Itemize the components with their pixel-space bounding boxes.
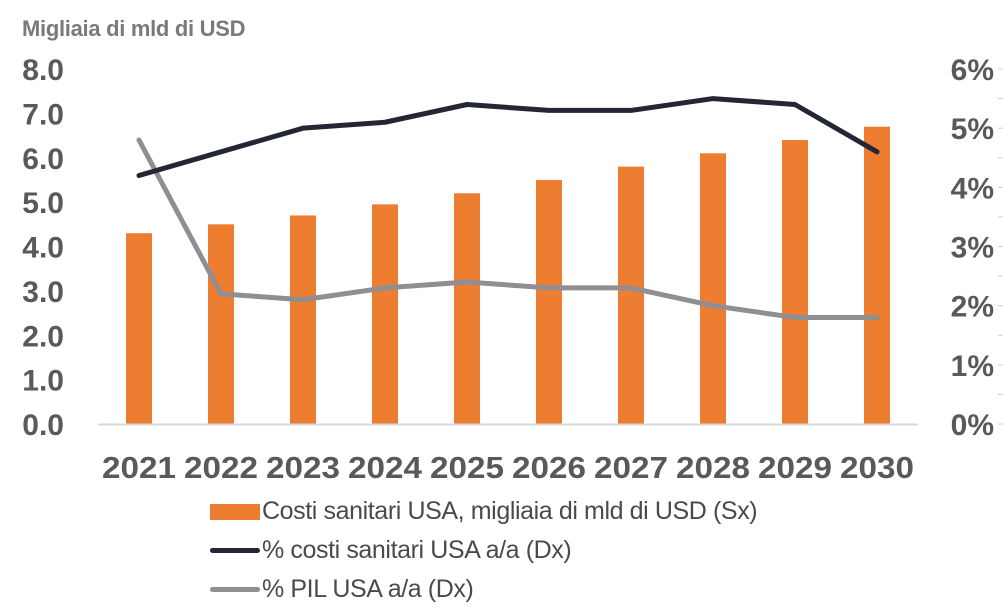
legend-item-health-costs: Costi sanitari USA, migliaia di mld di U… — [210, 492, 758, 531]
x-axis-tick-label: 2021 — [102, 450, 176, 485]
bar-health-costs-2021 — [126, 233, 152, 424]
x-axis-tick-label: 2028 — [676, 450, 750, 485]
bar-health-costs-2027 — [618, 166, 644, 424]
left-axis-tick-label: 3.0 — [22, 276, 64, 309]
x-axis-tick-label: 2027 — [594, 450, 668, 485]
legend-swatch-bar — [210, 503, 260, 520]
legend-item-health-cost-growth: % costi sanitari USA a/a (Dx) — [210, 531, 757, 570]
bar-health-costs-2022 — [208, 224, 234, 424]
right-axis-tick-label: 0% — [951, 409, 994, 442]
right-axis-tick-label: 1% — [951, 350, 994, 383]
line-gdp-growth — [136, 137, 880, 320]
legend-swatch-line — [210, 587, 260, 592]
left-axis-tick-label: 4.0 — [22, 232, 64, 265]
left-axis-tick-label: 0.0 — [22, 409, 64, 442]
left-axis-tick-label: 5.0 — [22, 187, 64, 220]
x-axis-tick-label: 2022 — [184, 450, 258, 485]
left-axis-tick-label: 7.0 — [22, 98, 64, 131]
legend-swatch-line — [210, 548, 260, 553]
legend-item-gdp-growth: % PIL USA a/a (Dx) — [210, 570, 757, 609]
left-axis-tick-label: 2.0 — [22, 320, 64, 353]
legend-label: % costi sanitari USA a/a (Dx) — [262, 536, 572, 564]
bar-health-costs-2023 — [290, 215, 316, 424]
bar-health-costs-2025 — [454, 193, 480, 424]
x-axis-tick-label: 2024 — [348, 450, 423, 485]
right-axis-tick-label: 2% — [951, 291, 994, 324]
left-axis-tick-label: 8.0 — [22, 54, 64, 87]
right-axis-tick-label: 3% — [951, 232, 994, 265]
left-axis-unit-label: Migliaia di mld di USD — [22, 16, 246, 41]
left-axis-tick-label: 6.0 — [22, 143, 64, 176]
bar-health-costs-2029 — [782, 140, 808, 424]
bar-health-costs-2028 — [700, 153, 726, 424]
legend-label: Costi sanitari USA, migliaia di mld di U… — [262, 497, 758, 525]
right-axis-tick-label: 6% — [951, 54, 994, 87]
bar-health-costs-2030 — [864, 126, 890, 424]
x-axis-tick-label: 2030 — [840, 450, 914, 485]
x-axis-tick-label: 2029 — [758, 450, 832, 485]
bar-health-costs-2026 — [536, 179, 562, 424]
bar-health-costs-2024 — [372, 204, 398, 424]
right-axis-tick-label: 4% — [951, 172, 994, 205]
x-axis-tick-label: 2025 — [430, 450, 504, 485]
legend: Costi sanitari USA, migliaia di mld di U… — [210, 492, 758, 609]
left-axis-tick-label: 1.0 — [22, 365, 64, 398]
line-health-cost-growth — [136, 96, 880, 178]
x-axis-tick-label: 2023 — [266, 450, 340, 485]
legend-label: % PIL USA a/a (Dx) — [262, 575, 474, 603]
right-axis-tick-label: 5% — [951, 113, 994, 146]
x-axis-tick-label: 2026 — [512, 450, 586, 485]
